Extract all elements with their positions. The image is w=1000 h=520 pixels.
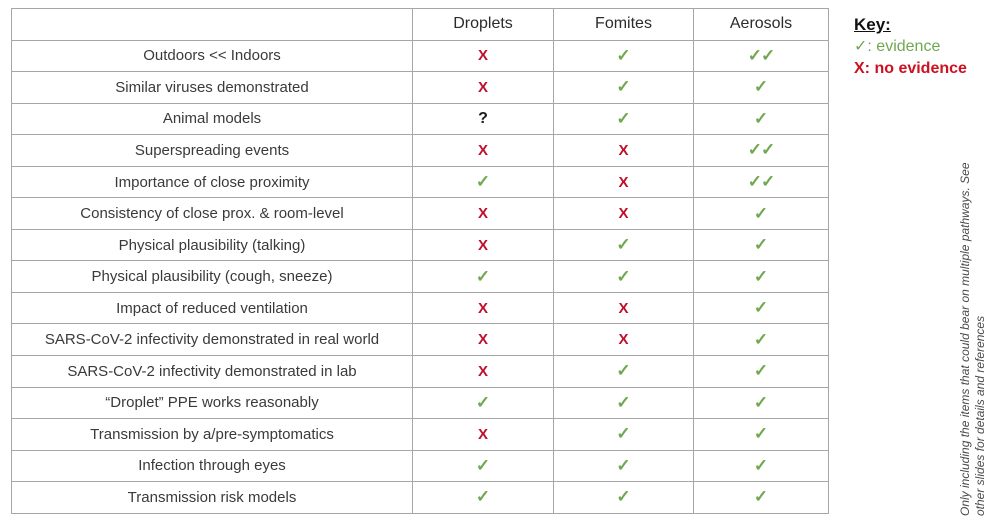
check-mark-cell: ✓ (694, 229, 829, 262)
check-mark-cell: ✓ (554, 419, 694, 451)
check-mark-cell: ✓ (554, 450, 694, 483)
key-no-evidence-line: X: no evidence (854, 58, 967, 80)
table-row: Similar viruses demonstrated X ✓ ✓ (12, 72, 829, 104)
check-mark-cell: ✓ (554, 40, 694, 73)
check-mark-cell: ✓ (413, 261, 554, 293)
column-header-droplets: Droplets (413, 9, 554, 41)
check-mark-cell: ✓ (694, 198, 829, 230)
check-mark-cell: ✓ (554, 229, 694, 262)
table-row: Superspreading events X X ✓✓ (12, 135, 829, 167)
criteria-cell: Impact of reduced ventilation (12, 292, 413, 325)
table-row: Infection through eyes ✓ ✓ ✓ (12, 450, 829, 483)
check-mark-cell: ✓ (694, 450, 829, 483)
x-mark-cell: X (413, 135, 554, 167)
column-header-aerosols: Aerosols (694, 9, 829, 41)
criteria-cell: Similar viruses demonstrated (12, 72, 413, 104)
criteria-cell: Outdoors << Indoors (12, 40, 413, 73)
check-mark-cell: ✓ (694, 419, 829, 451)
evidence-table: Droplets Fomites Aerosols Outdoors << Indoo… (11, 8, 829, 514)
table-row: Outdoors << Indoors X ✓ ✓✓ (12, 40, 829, 73)
table-row: Physical plausibility (talking) X ✓ ✓ (12, 229, 829, 262)
criteria-cell: SARS-CoV-2 infectivity demonstrated in l… (12, 356, 413, 388)
table-row: Transmission risk models ✓ ✓ ✓ (12, 482, 829, 514)
criteria-header (12, 9, 413, 41)
check-mark-cell: ✓ (694, 387, 829, 420)
x-mark-cell: X (413, 324, 554, 357)
check-icon: ✓ (854, 38, 868, 55)
x-mark-cell: X (413, 40, 554, 73)
criteria-cell: Transmission by a/pre-symptomatics (12, 419, 413, 451)
question-mark-cell: ? (413, 103, 554, 136)
table-row: Importance of close proximity ✓ X ✓✓ (12, 166, 829, 199)
check-mark-cell: ✓ (554, 482, 694, 514)
criteria-cell: Infection through eyes (12, 450, 413, 483)
x-mark-cell: X (554, 166, 694, 199)
key-no-evidence-label: : no evidence (864, 60, 967, 77)
criteria-cell: “Droplet” PPE works reasonably (12, 387, 413, 420)
key-evidence-label: : evidence (867, 38, 941, 55)
criteria-cell: Transmission risk models (12, 482, 413, 514)
table-row: Transmission by a/pre-symptomatics X ✓ ✓ (12, 419, 829, 451)
check-mark-cell: ✓✓ (694, 40, 829, 73)
x-mark-cell: X (413, 419, 554, 451)
x-mark-cell: X (413, 356, 554, 388)
criteria-cell: Importance of close proximity (12, 166, 413, 199)
key-evidence-line: ✓: evidence (854, 36, 967, 58)
key-legend: Key: ✓: evidence X: no evidence (854, 14, 967, 80)
check-mark-cell: ✓ (554, 356, 694, 388)
criteria-cell: Superspreading events (12, 135, 413, 167)
check-mark-cell: ✓ (694, 261, 829, 293)
x-mark-cell: X (554, 135, 694, 167)
x-mark-cell: X (554, 292, 694, 325)
table-row: Consistency of close prox. & room-level X… (12, 198, 829, 230)
criteria-cell: Physical plausibility (talking) (12, 229, 413, 262)
table-row: Animal models? ✓ ✓ (12, 103, 829, 136)
check-mark-cell: ✓✓ (694, 166, 829, 199)
check-mark-cell: ✓ (413, 166, 554, 199)
check-mark-cell: ✓✓ (694, 135, 829, 167)
x-mark-cell: X (413, 72, 554, 104)
table-row: SARS-CoV-2 infectivity demonstrated in l… (12, 356, 829, 388)
check-mark-cell: ✓ (413, 482, 554, 514)
check-mark-cell: ✓ (694, 356, 829, 388)
check-mark-cell: ✓ (554, 72, 694, 104)
table-row: SARS-CoV-2 infectivity demonstrated in r… (12, 324, 829, 357)
x-mark-cell: X (554, 198, 694, 230)
criteria-cell: Consistency of close prox. & room-level (12, 198, 413, 230)
check-mark-cell: ✓ (554, 103, 694, 136)
x-mark-cell: X (554, 324, 694, 357)
table-row: Physical plausibility (cough, sneeze) ✓ ✓ ✓ (12, 261, 829, 293)
check-mark-cell: ✓ (413, 450, 554, 483)
criteria-cell: Physical plausibility (cough, sneeze) (12, 261, 413, 293)
table-row: Impact of reduced ventilation X X ✓ (12, 292, 829, 325)
check-mark-cell: ✓ (694, 324, 829, 357)
key-title: Key: (854, 15, 891, 34)
table-header-row: Droplets Fomites Aerosols (12, 9, 829, 41)
check-mark-cell: ✓ (554, 387, 694, 420)
check-mark-cell: ✓ (554, 261, 694, 293)
criteria-cell: SARS-CoV-2 infectivity demonstrated in r… (12, 324, 413, 357)
check-mark-cell: ✓ (694, 72, 829, 104)
x-mark-cell: X (413, 198, 554, 230)
criteria-cell: Animal models (12, 103, 413, 136)
column-header-fomites: Fomites (554, 9, 694, 41)
check-mark-cell: ✓ (694, 103, 829, 136)
x-mark-cell: X (413, 229, 554, 262)
x-icon: X (854, 60, 865, 77)
check-mark-cell: ✓ (413, 387, 554, 420)
table-row: “Droplet” PPE works reasonably ✓ ✓ ✓ (12, 387, 829, 420)
check-mark-cell: ✓ (694, 482, 829, 514)
side-note: Only including the items that could bear… (958, 162, 987, 516)
x-mark-cell: X (413, 292, 554, 325)
check-mark-cell: ✓ (694, 292, 829, 325)
